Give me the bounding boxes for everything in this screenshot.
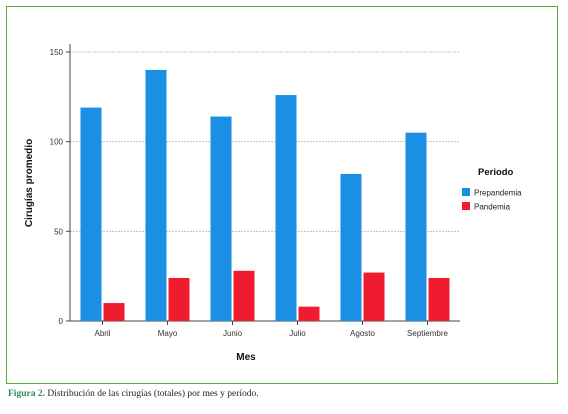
legend-title: Periodo bbox=[478, 167, 514, 178]
y-tick-label: 50 bbox=[54, 227, 63, 236]
y-axis-title: Cirugías promedio bbox=[24, 139, 35, 227]
bar-pandemia-agosto bbox=[363, 272, 385, 321]
x-tick-label: Septiembre bbox=[407, 329, 448, 338]
bar-pandemia-julio bbox=[298, 306, 320, 321]
y-tick-label: 150 bbox=[50, 48, 64, 57]
y-tick-label: 0 bbox=[59, 317, 64, 326]
x-axis-ticks: Abril Mayo Junio Julio Agosto Septiembre bbox=[94, 321, 449, 338]
legend-label-pandemia: Pandemia bbox=[474, 203, 511, 212]
x-tick-label: Abril bbox=[94, 329, 110, 338]
bar-prepandemia-septiembre bbox=[405, 132, 427, 321]
bar-prepandemia-abril bbox=[80, 107, 102, 322]
x-tick-label: Julio bbox=[289, 329, 306, 338]
bar-prepandemia-agosto bbox=[340, 173, 362, 321]
bar-pandemia-junio bbox=[233, 270, 255, 321]
x-axis-title: Mes bbox=[236, 352, 256, 363]
legend-label-prepandemia: Prepandemia bbox=[474, 189, 522, 198]
figure-caption-text: Distribución de las cirugías (totales) p… bbox=[44, 389, 259, 399]
bar-prepandemia-mayo bbox=[145, 69, 167, 321]
x-tick-label: Agosto bbox=[350, 329, 375, 338]
bar-chart: 0 50 100 150 Abril Mayo Junio Julio Agosto Septi… bbox=[24, 44, 522, 363]
legend: Periodo Prepandemia Pandemia bbox=[462, 167, 522, 212]
bar-pandemia-abril bbox=[103, 303, 125, 321]
gridlines bbox=[70, 51, 460, 232]
legend-swatch-prepandemia bbox=[462, 188, 470, 196]
legend-swatch-pandemia bbox=[462, 202, 470, 210]
figure-caption: Figura 2. Distribución de las cirugías (… bbox=[8, 389, 560, 399]
bar-prepandemia-julio bbox=[275, 95, 297, 321]
figure-caption-label: Figura 2. bbox=[8, 389, 45, 399]
bar-pandemia-mayo bbox=[168, 277, 190, 321]
x-tick-label: Mayo bbox=[158, 329, 178, 338]
x-tick-label: Junio bbox=[223, 329, 243, 338]
bar-pandemia-septiembre bbox=[428, 277, 450, 321]
bars bbox=[80, 69, 450, 322]
y-axis-ticks: 0 50 100 150 bbox=[50, 48, 70, 326]
bar-prepandemia-junio bbox=[210, 116, 232, 321]
y-tick-label: 100 bbox=[50, 138, 64, 147]
